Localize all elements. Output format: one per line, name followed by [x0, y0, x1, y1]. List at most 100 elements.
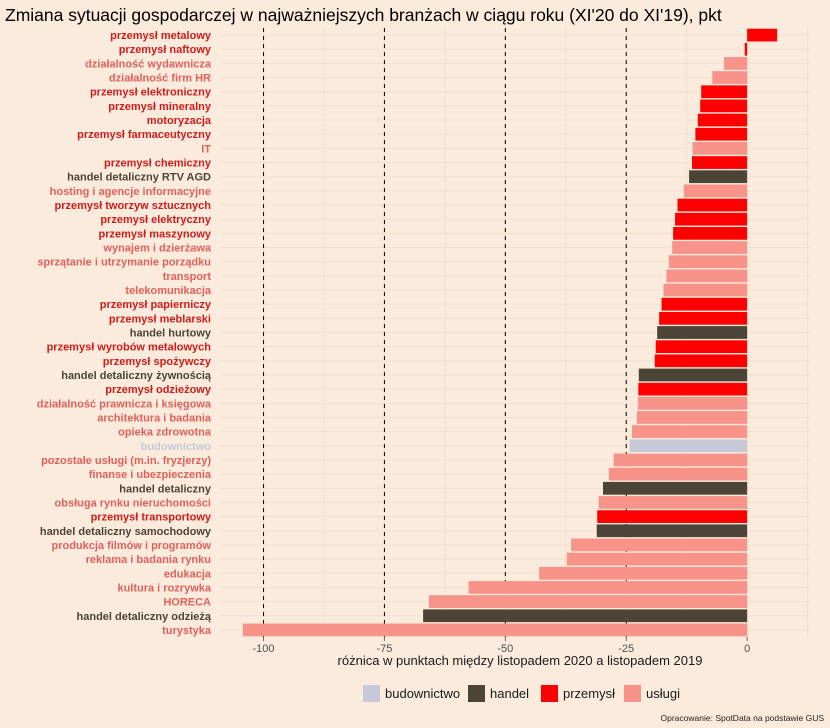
category-label: handel detaliczny samochodowy [40, 526, 212, 538]
category-label: handel detaliczny RTV AGD [67, 172, 211, 184]
category-label: obsługa rynku nieruchomości [55, 497, 211, 509]
bar [701, 85, 748, 99]
bars [242, 28, 778, 637]
bar [657, 326, 748, 339]
category-label: przemysł mineralny [108, 101, 212, 113]
category-label: telekomunikacja [125, 285, 211, 297]
bar [613, 453, 748, 467]
category-label: HORECA [163, 597, 211, 609]
category-label: handel hurtowy [130, 328, 212, 340]
category-label: przemysł elektryczny [100, 214, 212, 226]
x-axis-ticks: -100 -75 -50 -25 0 [253, 637, 750, 655]
bar [637, 396, 748, 410]
legend: budownictwo handel przemysł usługi [363, 685, 680, 702]
legend-swatch-handel [468, 685, 485, 702]
bar [428, 595, 748, 608]
legend-swatch-przemysl [541, 685, 558, 702]
bar [663, 283, 748, 297]
category-label: przemysł papierniczy [100, 299, 212, 311]
bar [638, 382, 748, 396]
category-label: finanse i ubezpieczenia [89, 469, 212, 481]
bar [700, 99, 748, 113]
category-label: przemysł tworzyw sztucznych [55, 200, 212, 212]
bar [672, 241, 748, 254]
category-label: hosting i agencje informacyjne [50, 186, 211, 198]
bar [659, 311, 748, 325]
category-label: turystyka [162, 625, 212, 637]
x-tick-label: -100 [253, 643, 275, 655]
category-label: architektura i badania [97, 412, 212, 424]
bar [668, 255, 748, 269]
bar [566, 552, 748, 566]
category-label: transport [163, 271, 212, 283]
legend-swatch-uslugi [624, 685, 641, 702]
category-label: handel detaliczny żywnością [61, 370, 212, 382]
bar [597, 510, 748, 523]
category-label: handel detaliczny [119, 483, 212, 495]
category-label: handel detaliczny odzieżą [77, 611, 212, 623]
bar [655, 340, 748, 354]
category-label: działalność prawnicza i księgowa [37, 398, 212, 410]
bar [638, 368, 748, 382]
bar [423, 609, 748, 623]
bar [603, 481, 748, 495]
category-label: produkcja filmów i programów [51, 540, 211, 552]
category-label: sprzątanie i utrzymanie porządku [37, 257, 211, 269]
category-label: kultura i rozrywka [117, 582, 211, 594]
bar [747, 28, 778, 42]
bar [242, 623, 748, 637]
legend-label-budownictwo: budownictwo [385, 686, 460, 701]
bar [629, 439, 748, 453]
bar [695, 127, 748, 141]
category-label: IT [201, 143, 211, 155]
bar [697, 113, 748, 127]
bar [675, 212, 748, 226]
category-labels: przemysł metalowy przemysł naftowy działal… [37, 30, 212, 637]
bar [636, 411, 748, 424]
bar [689, 170, 748, 184]
bar [712, 71, 748, 84]
category-label: działalność wydawnicza [85, 58, 212, 70]
category-label: motoryzacja [147, 115, 212, 127]
category-label: przemysł odzieżowy [105, 384, 212, 396]
bar [692, 156, 748, 169]
category-label: przemysł farmaceutyczny [77, 129, 212, 141]
x-tick-label: -25 [618, 643, 634, 655]
bar [673, 226, 748, 240]
category-label: przemysł meblarski [109, 313, 211, 325]
category-label: działalność firm HR [109, 73, 211, 85]
category-label: edukacja [164, 568, 212, 580]
bar [723, 57, 748, 70]
bar [661, 297, 748, 311]
source-caption: Opracowanie: SpotData na podstawie GUS [661, 713, 825, 723]
bar [539, 566, 748, 580]
category-label: przemysł wyrobów metalowych [47, 342, 212, 354]
bar [683, 184, 748, 198]
bar [654, 354, 748, 368]
bar [692, 142, 748, 155]
category-label: przemysł chemiczny [104, 158, 212, 170]
bar [468, 581, 748, 594]
x-tick-label: -50 [497, 643, 513, 655]
category-label: reklama i badania rynku [86, 554, 211, 566]
category-label: przemysł metalowy [110, 30, 212, 42]
bar [632, 425, 748, 439]
category-label: opieka zdrowotna [118, 427, 212, 439]
legend-label-handel: handel [490, 686, 529, 701]
category-label: przemysł maszynowy [99, 228, 212, 240]
category-label: pozostałe usługi (m.in. fryzjerzy) [41, 455, 211, 467]
legend-label-uslugi: usługi [646, 686, 680, 701]
category-label: przemysł transportowy [91, 512, 212, 524]
bar [677, 198, 748, 212]
bar [598, 496, 748, 509]
x-axis-label: różnica w punktach między listopadem 202… [338, 653, 703, 668]
bar [608, 467, 748, 481]
bar [666, 269, 748, 283]
legend-swatch-budownictwo [363, 685, 380, 702]
bar [596, 524, 748, 538]
category-label: przemysł naftowy [119, 44, 212, 56]
bar [744, 42, 748, 56]
x-tick-label: -75 [376, 643, 392, 655]
category-label: wynajem i dzierżawa [102, 243, 211, 255]
